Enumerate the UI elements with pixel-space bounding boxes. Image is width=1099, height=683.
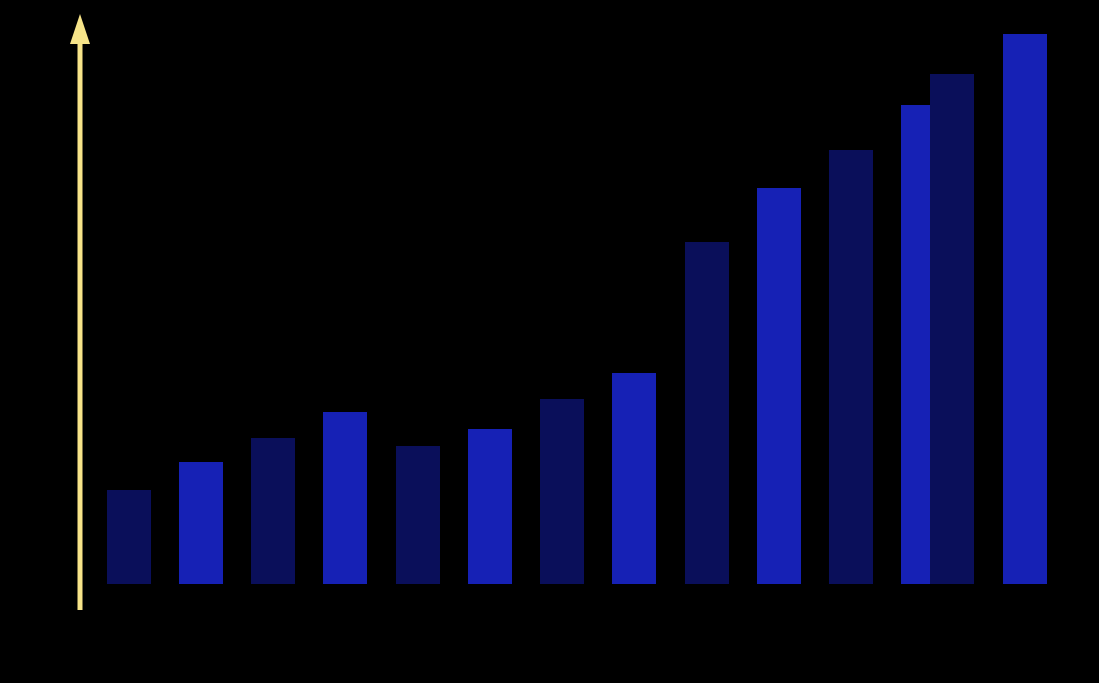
bar[interactable] xyxy=(251,438,295,584)
bar[interactable] xyxy=(612,373,656,584)
bar[interactable] xyxy=(179,462,223,584)
bar[interactable] xyxy=(107,490,151,584)
bar[interactable] xyxy=(540,399,584,584)
bar[interactable] xyxy=(829,150,873,584)
bar[interactable] xyxy=(323,412,367,584)
bar[interactable] xyxy=(396,446,440,584)
bar[interactable] xyxy=(930,74,974,584)
bar[interactable] xyxy=(685,242,729,584)
bar[interactable] xyxy=(468,429,512,584)
bar[interactable] xyxy=(1003,34,1047,584)
bar[interactable] xyxy=(757,188,801,584)
